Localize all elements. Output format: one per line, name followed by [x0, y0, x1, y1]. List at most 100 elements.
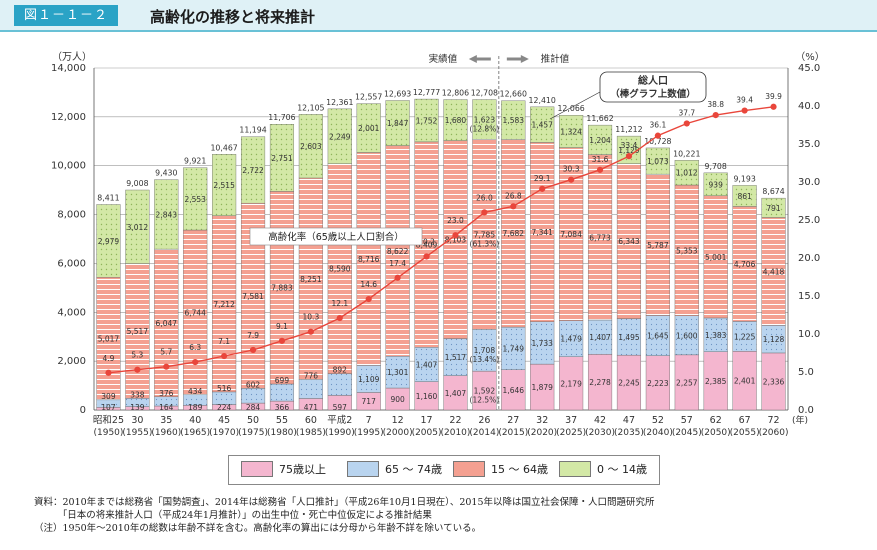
aging-rate-point	[278, 337, 286, 344]
actual-arrow-icon	[468, 55, 491, 63]
chart: 0 2,000 4,000 6,000 8,000 10,000 12,000 14,000 0…	[14, 32, 864, 442]
x-year-label: (2040)	[643, 428, 673, 438]
value-label: 7,212	[213, 300, 235, 309]
x-tick-label: 47	[623, 415, 635, 426]
total-label: 9,708	[705, 162, 727, 171]
value-label: 2,751	[271, 154, 293, 163]
value-label: 189	[188, 403, 203, 412]
aging-rate-label: 29.1	[534, 174, 551, 183]
total-callout-subtitle: （棒グラフ上数値）	[610, 88, 696, 100]
value-label: 1,457	[531, 121, 553, 130]
legend-label: 0 ～ 14歳	[597, 463, 647, 476]
value-label: 1,592	[474, 387, 496, 396]
value-label: 6,744	[184, 308, 206, 317]
value-label: 1,324	[560, 127, 582, 136]
total-label: 10,467	[210, 143, 237, 152]
value-label: 7,883	[271, 284, 293, 293]
total-label: 12,693	[384, 89, 411, 98]
y2-tick-label: 5.0	[798, 367, 814, 378]
aging-rate-label: 7.9	[247, 331, 259, 340]
total-label: 12,557	[355, 93, 382, 102]
actual-label: 実績値	[429, 53, 458, 65]
x-tick-label: 52	[652, 415, 664, 426]
x-tick-label: 35	[160, 415, 172, 426]
value-label: 1,109	[358, 375, 380, 384]
aging-rate-label: 6.3	[189, 343, 201, 352]
x-year-label: (1985)	[296, 428, 326, 438]
x-tick-label: 37	[565, 415, 577, 426]
value-label: 939	[709, 180, 724, 189]
aging-rate-label: 36.1	[650, 121, 667, 130]
value-label: 338	[130, 390, 145, 399]
x-tick-label: 昭和25	[93, 415, 124, 426]
value-label: 1,407	[589, 333, 611, 342]
value-label: 107	[101, 403, 116, 412]
value-label: 2,385	[705, 377, 727, 386]
value-label: 699	[275, 376, 290, 385]
value-label: 892	[333, 366, 348, 375]
value-label: 1,847	[387, 119, 409, 128]
rate-callout-label: 高齢化率（65歳以上人口割合）	[268, 231, 404, 243]
bar-segment	[240, 136, 266, 204]
aging-rate-label: 26.0	[476, 193, 493, 202]
value-label: 1,383	[705, 331, 727, 340]
aging-rate-point	[481, 209, 488, 216]
value-label: 2,401	[734, 377, 756, 386]
x-tick-label: 60	[305, 415, 317, 426]
total-label: 11,212	[615, 125, 642, 134]
value-label: 1,160	[416, 392, 438, 401]
aging-rate-label: 17.4	[389, 259, 406, 268]
x-tick-label: 17	[420, 415, 432, 426]
value-label: 2,603	[300, 142, 322, 151]
value-label: 8,622	[387, 247, 409, 256]
legend-swatch	[241, 461, 273, 477]
total-callout-leader	[549, 91, 601, 120]
x-tick-label: 12	[392, 415, 404, 426]
value-label: 597	[333, 403, 348, 412]
value-label: 1,012	[676, 169, 698, 178]
legend-item-15-64: 15 ～ 64歳	[453, 461, 548, 477]
value-label: 4,418	[763, 267, 785, 276]
value-label: 2,223	[647, 379, 669, 388]
y-tick-label: 2,000	[57, 356, 86, 367]
x-tick-label: 26	[478, 415, 490, 426]
x-tick-label: 45	[218, 415, 230, 426]
value-label: 376	[159, 389, 174, 398]
total-label: 10,221	[673, 149, 700, 158]
value-label: 471	[304, 403, 319, 412]
value-label: 717	[362, 397, 377, 406]
value-label: 1,879	[531, 383, 553, 392]
aging-rate-point	[336, 314, 343, 322]
value-label: 5,017	[98, 335, 120, 344]
x-tick-label: 50	[247, 415, 259, 426]
x-year-label: (2035)	[614, 428, 644, 438]
value-label: 2,257	[676, 378, 698, 387]
aging-rate-point	[105, 369, 112, 376]
bar-segment	[183, 167, 208, 231]
total-label: 12,105	[297, 103, 324, 112]
aging-rate-point	[365, 295, 372, 303]
legend-label: 75歳以上	[279, 463, 326, 476]
rate-callout-box	[249, 227, 423, 246]
aging-rate-point	[423, 253, 430, 260]
value-label: 791	[766, 204, 781, 213]
y-tick-label: 0	[80, 405, 86, 416]
value-label: 861	[737, 192, 752, 201]
aging-rate-label: 9.1	[276, 322, 288, 331]
x-year-label: (2005)	[412, 428, 442, 438]
x-tick-label: 67	[739, 415, 751, 426]
bar-segment	[414, 98, 439, 143]
y-axis-unit: （万人）	[52, 51, 92, 63]
x-year-label: (2045)	[672, 428, 702, 438]
value-label: 1,479	[560, 335, 582, 344]
value-label: 5,517	[127, 327, 149, 336]
bar-segment	[154, 179, 179, 250]
bar-segment	[530, 106, 555, 143]
value-label: 3,012	[127, 223, 149, 232]
bar-segment	[327, 108, 352, 164]
aging-rate-point	[539, 185, 546, 192]
aging-rate-point	[712, 112, 719, 119]
value-label: 602	[246, 380, 261, 389]
value-label: 284	[246, 403, 261, 412]
value-label: 5,353	[676, 246, 698, 255]
